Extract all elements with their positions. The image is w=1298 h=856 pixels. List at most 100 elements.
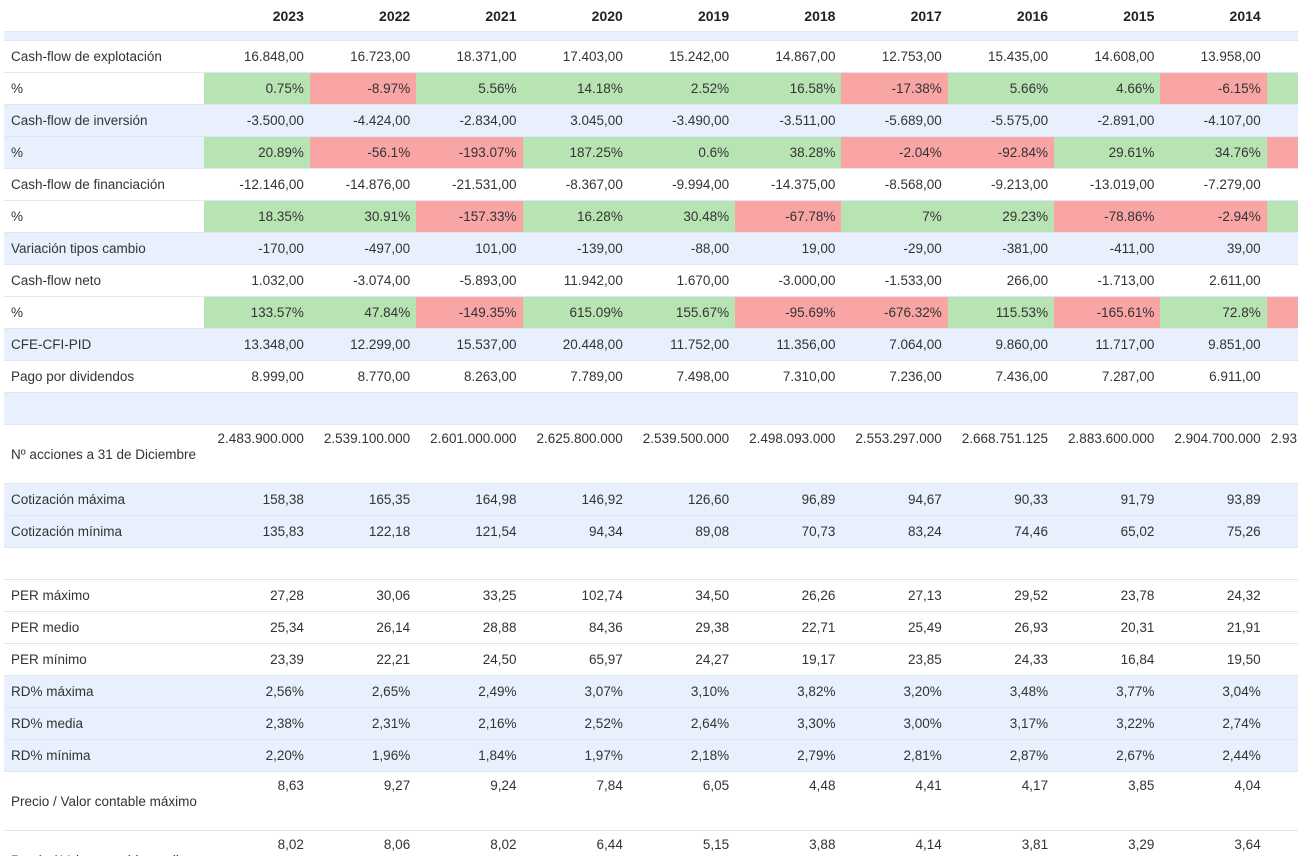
table-row: % 20.89% -56.1% -193.07% 187.25% 0.6% 38.28% -2… xyxy=(4,136,1298,169)
value-cell: -411,00 xyxy=(1054,232,1161,265)
value-cell: 75,26 xyxy=(1160,515,1267,548)
value-cell: 3,82% xyxy=(735,675,842,708)
value-cell: 14.867,00 xyxy=(735,40,842,73)
row-label: Pago por dividendos xyxy=(4,360,204,393)
percent-change-cell: -78.86% xyxy=(1054,200,1161,233)
year-header[interactable]: 2014 xyxy=(1160,0,1267,32)
value-cell: -497,00 xyxy=(309,232,417,265)
year-header[interactable]: 2015 xyxy=(1054,0,1161,32)
year-header[interactable]: 2023 xyxy=(203,0,310,32)
overflow-cell xyxy=(1266,72,1298,105)
value-cell: 7.287,00 xyxy=(1054,360,1161,393)
value-cell: 2.498.093.000 xyxy=(735,424,842,484)
value-cell: -12.146,00 xyxy=(203,168,310,201)
value-cell: 3,64 xyxy=(1160,830,1267,856)
value-cell: 2.668.751.125 xyxy=(947,424,1055,484)
value-cell: -170,00 xyxy=(203,232,310,265)
row-label: PER mínimo xyxy=(4,643,204,676)
value-cell: 2,79% xyxy=(735,739,842,772)
percent-change-cell: -92.84% xyxy=(947,136,1055,169)
row-label: Cash-flow neto xyxy=(4,264,204,297)
value-cell: 24,32 xyxy=(1160,579,1267,612)
year-header[interactable]: 2018 xyxy=(735,0,842,32)
percent-change-cell: 115.53% xyxy=(947,296,1055,329)
percent-change-cell: -95.69% xyxy=(735,296,842,329)
overflow-cell xyxy=(1266,675,1298,708)
value-cell: 165,35 xyxy=(309,483,417,516)
value-cell: 7.236,00 xyxy=(841,360,948,393)
value-cell: 2,64% xyxy=(628,707,736,740)
value-cell: 11.942,00 xyxy=(522,264,629,297)
header-label-cell xyxy=(4,0,204,32)
overflow-cell xyxy=(1266,200,1298,233)
value-cell: 3,17% xyxy=(947,707,1055,740)
value-cell: 101,00 xyxy=(416,232,523,265)
value-cell: 28,88 xyxy=(416,611,523,644)
year-header[interactable]: 2022 xyxy=(309,0,417,32)
value-cell: 146,92 xyxy=(522,483,629,516)
percent-change-cell: 187.25% xyxy=(522,136,629,169)
value-cell: 11.356,00 xyxy=(735,328,842,361)
value-cell: -5.689,00 xyxy=(841,104,948,137)
value-cell: 2.625.800.000 xyxy=(522,424,629,484)
value-cell: -8.367,00 xyxy=(522,168,629,201)
value-cell: 19,00 xyxy=(735,232,842,265)
value-cell: -3.000,00 xyxy=(735,264,842,297)
value-cell: 3,04% xyxy=(1160,675,1267,708)
value-cell: 2,44% xyxy=(1160,739,1267,772)
row-label: CFE-CFI-PID xyxy=(4,328,204,361)
percent-change-cell: 133.57% xyxy=(203,296,310,329)
value-cell: 8,63 xyxy=(203,771,310,831)
row-label: % xyxy=(4,296,204,329)
value-cell: -3.511,00 xyxy=(735,104,842,137)
percent-change-cell: 47.84% xyxy=(309,296,417,329)
overflow-cell xyxy=(1266,136,1298,169)
value-cell: 89,08 xyxy=(628,515,736,548)
value-cell: 94,34 xyxy=(522,515,629,548)
value-cell: 24,50 xyxy=(416,643,523,676)
value-cell: 3,20% xyxy=(841,675,948,708)
value-cell: 20,31 xyxy=(1054,611,1161,644)
year-header[interactable]: 2016 xyxy=(947,0,1055,32)
value-cell: 4,41 xyxy=(841,771,948,831)
table-row: % 133.57% 47.84% -149.35% 615.09% 155.67% -95.… xyxy=(4,296,1298,329)
value-cell: 2,56% xyxy=(203,675,310,708)
value-cell: -4.107,00 xyxy=(1160,104,1267,137)
percent-change-cell: -6.15% xyxy=(1160,72,1267,105)
value-cell: 22,21 xyxy=(309,643,417,676)
year-header[interactable]: 2021 xyxy=(416,0,523,32)
year-header[interactable]: 2020 xyxy=(522,0,629,32)
value-cell: 3,77% xyxy=(1054,675,1161,708)
percent-change-cell: 4.66% xyxy=(1054,72,1161,105)
value-cell: 122,18 xyxy=(309,515,417,548)
value-cell: 2.904.700.000 xyxy=(1160,424,1267,484)
overflow-cell xyxy=(1266,232,1298,265)
percent-change-cell: -67.78% xyxy=(735,200,842,233)
value-cell: 5,15 xyxy=(628,830,736,856)
spacer-cell xyxy=(4,31,1298,41)
value-cell: -139,00 xyxy=(522,232,629,265)
row-label: % xyxy=(4,72,204,105)
value-cell: 15.242,00 xyxy=(628,40,736,73)
percent-change-cell: 18.35% xyxy=(203,200,310,233)
value-cell: 3,48% xyxy=(947,675,1055,708)
value-cell: -381,00 xyxy=(947,232,1055,265)
year-header[interactable]: 2019 xyxy=(628,0,736,32)
spacer-cell xyxy=(4,547,1298,580)
value-cell: 14.608,00 xyxy=(1054,40,1161,73)
overflow-cell xyxy=(1266,611,1298,644)
value-cell: -4.424,00 xyxy=(309,104,417,137)
table-row: Cash-flow neto 1.032,00 -3.074,00 -5.893,00… xyxy=(4,264,1298,297)
year-header[interactable]: 2017 xyxy=(841,0,948,32)
value-cell: 2,65% xyxy=(309,675,417,708)
overflow-cell xyxy=(1266,264,1298,297)
row-label: Variación tipos cambio xyxy=(4,232,204,265)
value-cell: -8.568,00 xyxy=(841,168,948,201)
overflow-cell xyxy=(1266,483,1298,516)
value-cell: 9.851,00 xyxy=(1160,328,1267,361)
value-cell: 26,14 xyxy=(309,611,417,644)
value-cell: 6,44 xyxy=(522,830,629,856)
row-label: Cash-flow de inversión xyxy=(4,104,204,137)
overflow-cell xyxy=(1266,360,1298,393)
percent-change-cell: 30.91% xyxy=(309,200,417,233)
